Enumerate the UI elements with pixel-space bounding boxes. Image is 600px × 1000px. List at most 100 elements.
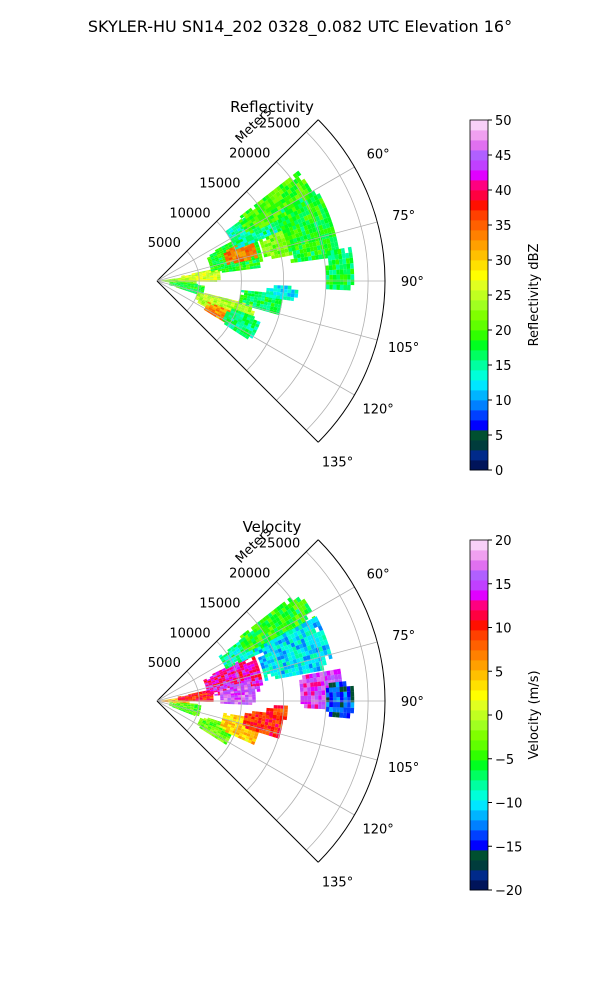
reflectivity-echo-cell [176,282,181,284]
velocity-echo-cell [211,680,216,684]
reflectivity-echo-cell [208,307,213,311]
reflectivity-echo-cell [191,272,196,275]
velocity-colorbar-segment [470,790,488,801]
velocity-echo-cell [229,645,235,651]
reflectivity-echo-cell [239,232,245,237]
reflectivity-echo-cell [299,207,305,213]
velocity-echo-cell [289,600,296,607]
reflectivity-echo-cell [269,200,275,207]
reflectivity-echo-cell [231,264,236,268]
velocity-echo-cell [212,685,217,688]
velocity-echo-cell [227,647,232,653]
velocity-echo-cell [226,735,231,739]
velocity-echo-cell [318,704,322,710]
reflectivity-echo-cell [273,285,278,289]
reflectivity-echo-cell [213,305,218,309]
velocity-echo-cell [259,618,265,625]
reflectivity-echo-cell [161,280,165,281]
reflectivity-echo-cell [247,256,252,261]
velocity-echo-cell [296,648,302,655]
velocity-echo-cell [198,692,203,695]
reflectivity-echo-cell [253,215,259,221]
reflectivity-echo-cell [324,233,330,239]
velocity-grid-spoke [156,586,355,702]
velocity-echo-cell [237,727,242,731]
reflectivity-echo-cell [183,283,188,285]
reflectivity-echo-cell [302,205,309,212]
reflectivity-echo-cell [188,279,193,281]
reflectivity-echo-cell [195,273,199,276]
reflectivity-echo-cell [207,308,212,312]
velocity-echo-cell [255,728,260,733]
velocity-echo-cell [295,602,302,609]
reflectivity-echo-cell [208,259,212,263]
velocity-echo-cell [278,603,285,610]
reflectivity-echo-cell [169,281,174,283]
velocity-echo-cell [272,665,277,670]
velocity-echo-cell [222,726,227,730]
reflectivity-echo-cell [209,277,214,279]
velocity-echo-cell [268,719,273,723]
velocity-echo-cell [311,628,317,635]
reflectivity-echo-cell [288,217,294,223]
reflectivity-echo-cell [215,303,220,307]
reflectivity-echo-cell [315,240,321,246]
reflectivity-echo-cell [215,260,220,264]
reflectivity-echo-cell [303,234,308,240]
reflectivity-echo-cell [183,285,187,288]
reflectivity-echo-cell [217,253,222,257]
reflectivity-echo-cell [194,285,198,288]
reflectivity-echo-cell [176,282,181,284]
reflectivity-echo-cell [200,303,205,307]
velocity-echo-cell [241,669,246,674]
velocity-echo-cell [182,709,186,712]
velocity-echo-cell [244,715,249,719]
velocity-echo-cell [303,614,309,621]
velocity-colorbar-segment [470,650,488,661]
reflectivity-echo-cell [206,274,210,277]
velocity-echo-cell [303,691,308,696]
velocity-echo-cell [238,733,244,737]
reflectivity-colorbar-segment [470,400,488,411]
reflectivity-echo-cell [249,298,254,303]
reflectivity-echo-cell [194,284,198,287]
velocity-echo-cell [335,712,340,718]
velocity-echo-cell [284,705,288,710]
reflectivity-echo-cell [256,302,261,307]
reflectivity-echo-cell [181,275,185,277]
velocity-echo-cell [329,692,333,698]
reflectivity-echo-cell [171,281,176,283]
reflectivity-grid-spoke [156,280,355,396]
velocity-echo-cell [270,726,275,731]
reflectivity-echo-cell [199,279,203,281]
velocity-echo-cell [176,703,181,705]
reflectivity-echo-cell [349,257,354,264]
reflectivity-echo-cell [301,211,307,217]
velocity-echo-cell [308,663,313,669]
reflectivity-echo-cell [318,254,323,260]
velocity-echo-cell [172,703,177,705]
reflectivity-echo-cell [294,232,300,238]
reflectivity-echo-cell [310,222,316,229]
velocity-echo-cell [265,628,271,634]
velocity-echo-cell [199,717,204,721]
velocity-echo-cell [244,634,249,640]
velocity-echo-cell [221,676,226,680]
velocity-echo-cell [243,677,248,681]
reflectivity-echo-cell [242,237,247,242]
velocity-echo-cell [273,708,278,712]
reflectivity-echo-region [325,246,355,291]
velocity-echo-cell [219,671,224,675]
reflectivity-echo-cell [208,261,213,264]
velocity-echo-cell [308,673,314,679]
velocity-echo-cell [285,631,291,637]
reflectivity-echo-cell [169,282,174,284]
reflectivity-echo-cell [235,315,240,319]
velocity-echo-cell [212,674,217,678]
reflectivity-echo-cell [310,190,317,197]
velocity-echo-cell [311,695,315,700]
reflectivity-echo-cell [315,215,321,222]
reflectivity-echo-cell [228,314,233,318]
reflectivity-echo-cell [175,279,179,281]
velocity-radial-tick-label: 20000 [229,567,270,582]
